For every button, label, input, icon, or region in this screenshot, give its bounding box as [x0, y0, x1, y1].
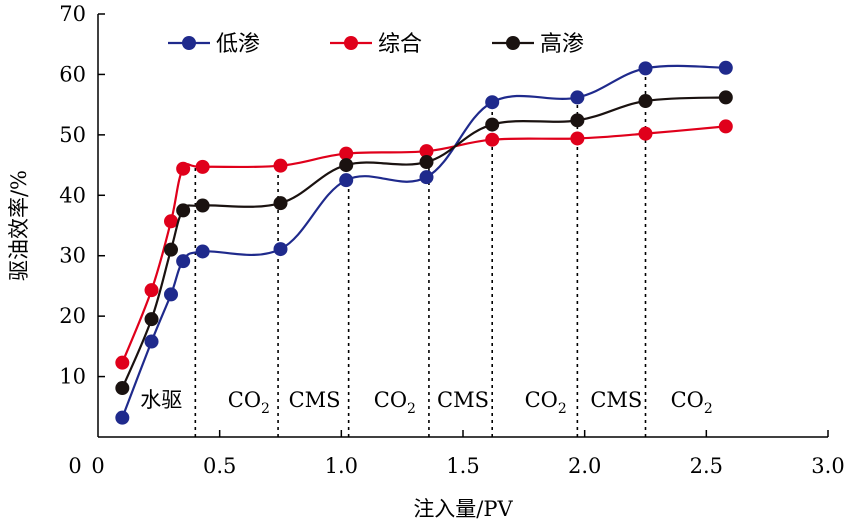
y-tick-label: 20 — [59, 304, 86, 328]
stage-labels: 水驱 CO2 CMS CO2 CMS CO2 CMS CO2 — [140, 388, 713, 417]
data-point — [195, 198, 210, 213]
stage-label: 水驱 — [140, 388, 182, 412]
data-point — [195, 159, 210, 174]
data-point — [638, 126, 653, 141]
y-tick-label: 30 — [59, 244, 86, 268]
series-2 — [115, 119, 733, 370]
x-tick-label: 3.0 — [811, 454, 844, 478]
data-point — [144, 283, 159, 298]
legend: 低渗 综合 高渗 — [168, 32, 584, 57]
legend-item: 综合 — [330, 32, 422, 57]
y-ticks: 10 20 30 40 50 60 70 0 — [59, 2, 105, 478]
data-point — [176, 161, 191, 176]
legend-label: 低渗 — [216, 32, 260, 57]
legend-label: 综合 — [378, 32, 422, 57]
stage-label: CMS — [437, 388, 489, 412]
data-point — [485, 117, 500, 132]
data-point — [718, 60, 733, 75]
data-point — [273, 158, 288, 173]
data-point — [115, 355, 130, 370]
series-3 — [115, 90, 733, 396]
data-point — [176, 254, 191, 269]
x-axis-title: 注入量/PV — [413, 497, 513, 521]
data-point — [195, 244, 210, 259]
data-point — [485, 95, 500, 110]
stage-label: CO2 — [671, 388, 713, 417]
data-point — [570, 131, 585, 146]
data-point — [164, 287, 178, 302]
x-tick-label: 0 — [91, 454, 104, 478]
data-point — [164, 242, 178, 257]
legend-label: 高渗 — [540, 32, 584, 57]
y-tick-label: 60 — [59, 62, 86, 86]
series-line — [121, 96, 726, 389]
legend-marker — [182, 36, 196, 50]
x-tick-label: 2.0 — [568, 454, 601, 478]
y-tick-label: 50 — [59, 123, 86, 147]
data-point — [273, 196, 288, 211]
legend-marker — [344, 36, 358, 50]
series-1 — [115, 60, 733, 425]
x-tick-label: 0.5 — [203, 454, 236, 478]
data-point — [115, 410, 130, 425]
stage-label: CMS — [289, 388, 341, 412]
origin-tick-label: 0 — [68, 454, 81, 478]
x-tick-label: 1.0 — [325, 454, 358, 478]
data-point — [115, 381, 130, 396]
data-point — [273, 242, 288, 257]
data-point — [176, 203, 191, 218]
data-point — [339, 173, 354, 188]
series-line — [121, 125, 726, 364]
series-group — [115, 60, 733, 425]
stage-label: CO2 — [228, 388, 270, 417]
data-point — [164, 214, 178, 229]
x-tick-label: 2.5 — [690, 454, 723, 478]
y-axis-title: 驱油效率/% — [7, 170, 31, 281]
x-ticks: 0 0.5 1.0 1.5 2.0 2.5 3.0 — [91, 430, 845, 478]
data-point — [419, 170, 434, 185]
data-point — [570, 90, 585, 105]
y-tick-label: 10 — [59, 365, 86, 389]
data-point — [144, 334, 159, 349]
data-point — [638, 94, 653, 109]
data-point — [638, 61, 653, 76]
data-point — [485, 132, 500, 147]
data-point — [718, 119, 733, 134]
data-point — [570, 113, 585, 128]
legend-marker — [506, 36, 520, 50]
data-point — [419, 144, 434, 159]
data-point — [339, 158, 354, 173]
stage-label: CO2 — [374, 388, 416, 417]
stage-label: CMS — [590, 388, 642, 412]
legend-item: 高渗 — [492, 32, 584, 57]
data-point — [339, 146, 354, 161]
x-tick-label: 1.5 — [446, 454, 479, 478]
data-point — [419, 155, 434, 170]
stage-label: CO2 — [525, 388, 567, 417]
y-tick-label: 70 — [59, 2, 86, 26]
y-tick-label: 40 — [59, 183, 86, 207]
stage-boundary-lines — [194, 68, 647, 437]
data-point — [144, 312, 159, 327]
legend-item: 低渗 — [168, 32, 260, 57]
data-point — [718, 90, 733, 105]
series-line — [121, 64, 726, 419]
axes — [97, 14, 828, 438]
